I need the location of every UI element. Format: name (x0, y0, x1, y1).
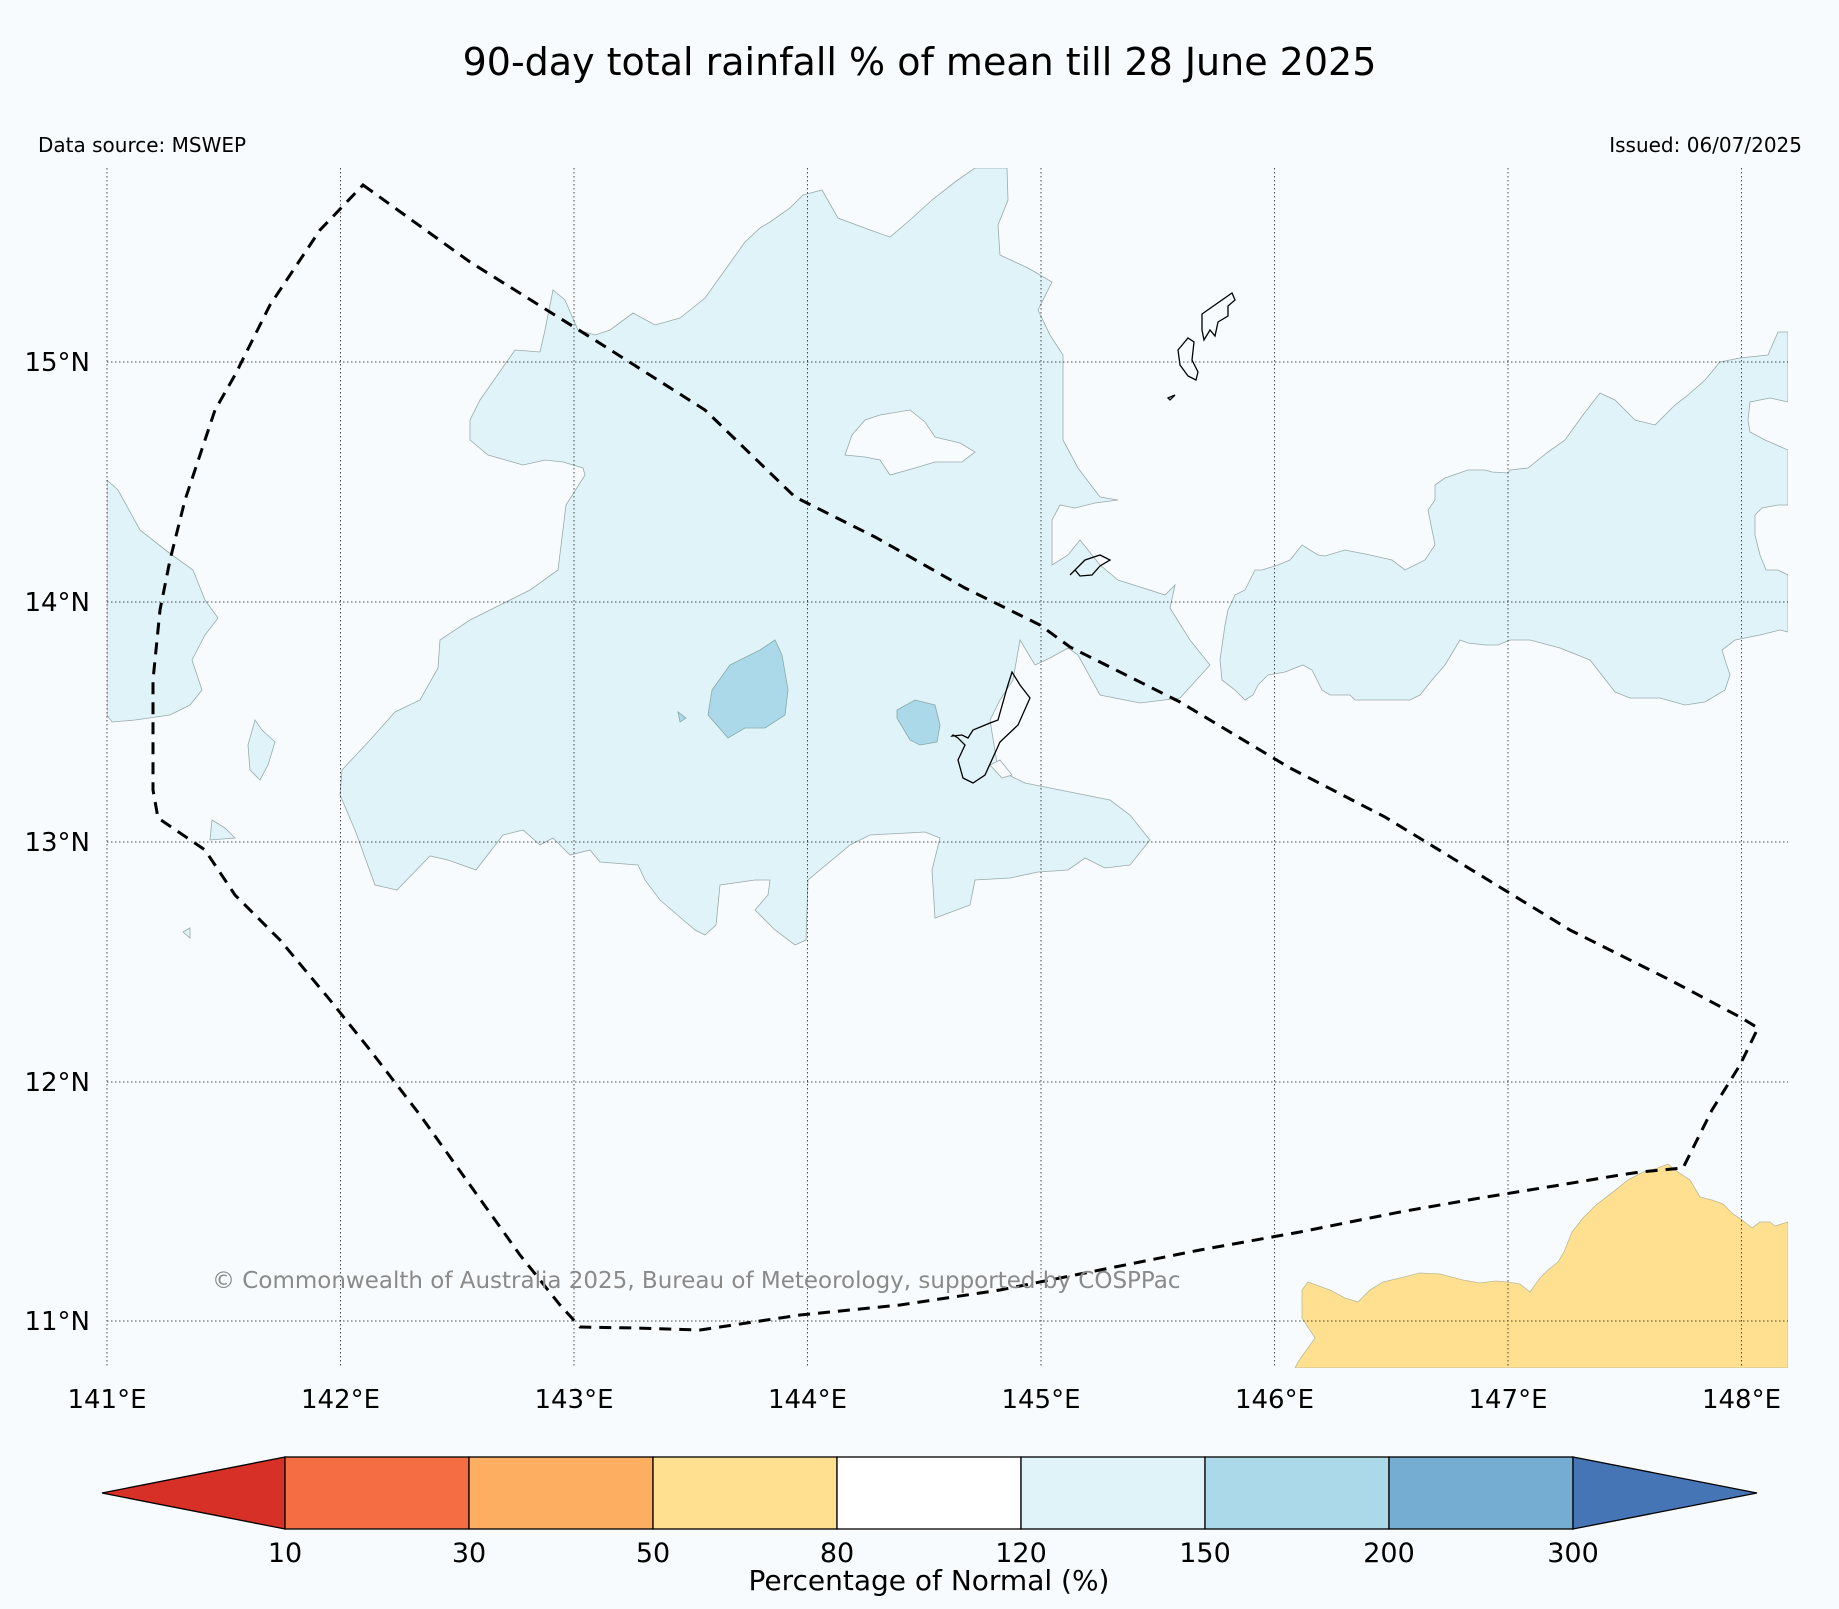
lon-tick-141: 141°E (67, 1385, 146, 1415)
lon-tick-labels: 141°E 142°E 143°E 144°E 145°E 146°E 147°… (67, 1385, 1781, 1415)
lon-tick-144: 144°E (768, 1385, 847, 1415)
lon-tick-145: 145°E (1001, 1385, 1080, 1415)
copyright-text: © Commonwealth of Australia 2025, Bureau… (212, 1268, 1181, 1294)
colorbar-tick-150: 150 (1179, 1538, 1231, 1569)
wet-patch-3 (677, 711, 687, 723)
colorbar-tick-120: 120 (995, 1538, 1047, 1569)
map-gridlines (106, 168, 1788, 1368)
issued-date-label: Issued: 06/07/2025 (1609, 133, 1802, 157)
island-5 (950, 670, 1031, 784)
wet-region-central (339, 168, 1211, 946)
lat-tick-11: 11°N (24, 1307, 90, 1337)
colorbar-tick-30: 30 (452, 1538, 486, 1569)
lat-tick-14: 14°N (24, 588, 90, 618)
colorbar-bin-120-150 (1020, 1456, 1206, 1530)
island-4 (1069, 554, 1112, 577)
colorbar-bin-150-200 (1204, 1456, 1390, 1530)
island-2 (1177, 337, 1199, 381)
colorbar: 10 30 50 80 120 150 200 300 Percentage o… (101, 1456, 1758, 1597)
wet-islet-1 (247, 719, 276, 781)
wet-islet-3 (182, 927, 191, 939)
colorbar-tick-50: 50 (636, 1538, 670, 1569)
wet-islet-2 (209, 819, 236, 841)
island-1 (1201, 292, 1236, 342)
colorbar-tick-80: 80 (820, 1538, 854, 1569)
colorbar-bin-80-120 (836, 1456, 1022, 1530)
wet-patch-1 (707, 639, 789, 739)
lon-tick-143: 143°E (534, 1385, 613, 1415)
hole-north (844, 409, 976, 476)
map-title: 90-day total rainfall % of mean till 28 … (462, 40, 1377, 84)
colorbar-bin-50-80 (652, 1456, 838, 1530)
lat-tick-15: 15°N (24, 348, 90, 378)
colorbar-tick-200: 200 (1363, 1538, 1415, 1569)
lat-tick-12: 12°N (24, 1068, 90, 1098)
colorbar-bin-10-30 (284, 1456, 470, 1530)
colorbar-tick-10: 10 (268, 1538, 302, 1569)
lat-tick-labels: 15°N 14°N 13°N 12°N 11°N (24, 348, 90, 1337)
wet-patch-2 (896, 699, 941, 746)
dry-region-southeast (1294, 1163, 1788, 1368)
colorbar-label: Percentage of Normal (%) (749, 1564, 1110, 1597)
islands (950, 292, 1236, 784)
colorbar-extend-low (101, 1456, 286, 1530)
lon-tick-148: 148°E (1702, 1385, 1781, 1415)
wet-region-east (1219, 331, 1788, 706)
colorbar-bin-30-50 (468, 1456, 654, 1530)
lon-tick-146: 146°E (1235, 1385, 1314, 1415)
hole-small (989, 759, 1013, 779)
lon-tick-147: 147°E (1468, 1385, 1547, 1415)
data-source-label: Data source: MSWEP (38, 133, 247, 157)
lat-tick-13: 13°N (24, 828, 90, 858)
lon-tick-142: 142°E (301, 1385, 380, 1415)
wet-region-west (107, 479, 219, 723)
colorbar-bin-200-300 (1388, 1456, 1574, 1530)
colorbar-tick-300: 300 (1547, 1538, 1599, 1569)
colorbar-extend-high (1572, 1456, 1758, 1530)
island-3 (1166, 394, 1176, 401)
